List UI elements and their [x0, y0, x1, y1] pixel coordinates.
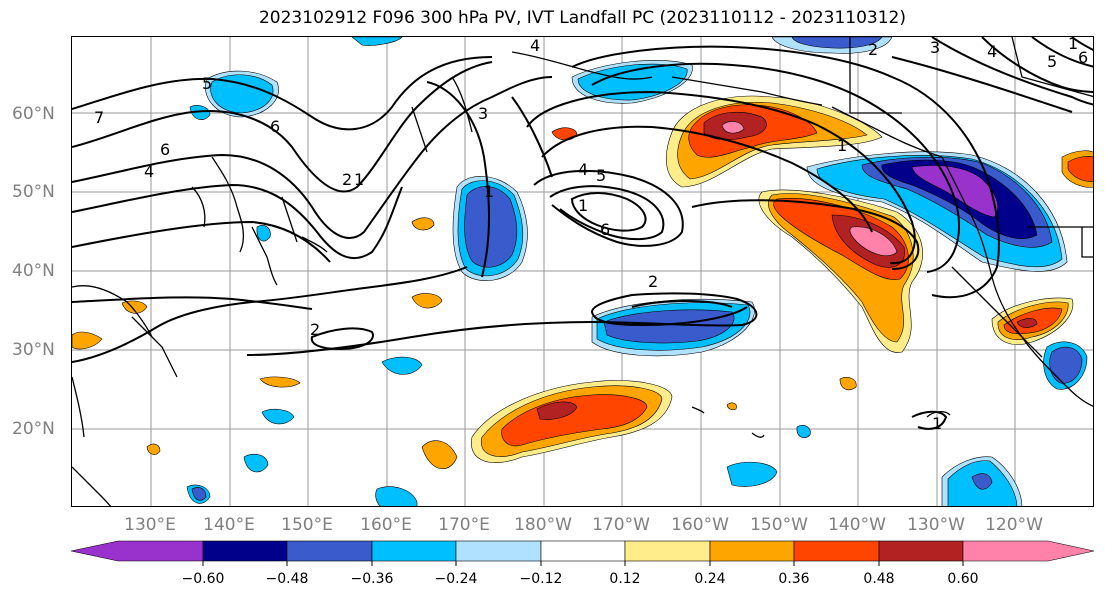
colorbar-tick-label: −0.36	[350, 571, 394, 587]
lat-label-20n: 20°N	[12, 419, 55, 439]
lon-label-170w: 170°W	[592, 515, 650, 535]
lat-label-60n: 60°N	[12, 104, 55, 124]
colorbar-segment	[878, 540, 964, 562]
map-canvas: 7 6 6 4 5 2 1 1 4 3 4 5 1 6 2 2 1 2 3 4 …	[72, 37, 1093, 506]
colorbar-tick-label: −0.60	[181, 571, 225, 587]
colorbar-tick-label: 0.12	[609, 571, 641, 587]
lat-label-30n: 30°N	[12, 340, 55, 360]
lon-label-130w: 130°W	[907, 515, 965, 535]
colorbar-segment	[793, 540, 880, 562]
lon-label-180w: 180°W	[514, 515, 572, 535]
contour-label: 2	[648, 272, 658, 291]
contour-labels: 7 6 6 4 5 2 1 1 4 3 4 5 1 6 2 2 1 2 3 4 …	[94, 37, 1088, 433]
coastlines	[72, 37, 1093, 506]
colorbar-tick-label: 0.60	[947, 571, 979, 587]
contour-label: 1	[578, 196, 588, 215]
lon-label-140e: 140°E	[203, 515, 255, 535]
contour-label: 3	[930, 38, 940, 57]
lon-label-120w: 120°W	[985, 515, 1043, 535]
contour-label: 1	[354, 170, 364, 189]
contour-label: 4	[578, 160, 588, 179]
contour-label: 6	[160, 140, 170, 159]
lon-label-160e: 160°E	[360, 515, 412, 535]
colorbar-segment	[624, 540, 711, 562]
colorbar-tick-label: 0.24	[694, 571, 726, 587]
colorbar-tick-label: 0.36	[778, 571, 810, 587]
lon-label-130e: 130°E	[124, 515, 176, 535]
colorbar-segment	[709, 540, 795, 562]
contour-label: 6	[1078, 48, 1088, 67]
contour-label: 5	[202, 74, 212, 93]
colorbar-segment	[202, 540, 288, 562]
lon-label-160w: 160°W	[671, 515, 729, 535]
colorbar-segment	[540, 540, 626, 562]
contour-label: 2	[342, 170, 352, 189]
colorbar-tick-label: −0.12	[519, 571, 563, 587]
contour-label: 2	[868, 40, 878, 59]
colorbar-tick-label: 0.48	[863, 571, 895, 587]
contour-label: 1	[1068, 37, 1078, 53]
contour-label: 4	[144, 162, 154, 181]
map-title: 2023102912 F096 300 hPa PV, IVT Landfall…	[258, 8, 906, 28]
pv-contours	[72, 37, 1093, 430]
contour-label: 1	[484, 182, 494, 201]
contour-label: 1	[837, 136, 847, 155]
contour-label: 7	[94, 108, 104, 127]
lat-label-40n: 40°N	[12, 261, 55, 281]
lon-label-150e: 150°E	[281, 515, 333, 535]
contour-label: 1	[932, 414, 942, 433]
colorbar-segment	[962, 540, 1095, 562]
contour-label: 5	[596, 166, 606, 185]
contour-label: 6	[600, 220, 610, 239]
contour-label: 5	[1047, 52, 1057, 71]
lat-label-50n: 50°N	[12, 182, 55, 202]
contour-label: 4	[987, 42, 997, 61]
colorbar-tick-label: −0.48	[265, 571, 309, 587]
colorbar-segment	[70, 540, 204, 562]
lon-label-140w: 140°W	[828, 515, 886, 535]
contour-label: 4	[530, 37, 540, 55]
colorbar-segment	[286, 540, 373, 562]
map-panel[interactable]: 7 6 6 4 5 2 1 1 4 3 4 5 1 6 2 2 1 2 3 4 …	[71, 36, 1094, 507]
lon-label-150w: 150°W	[750, 515, 808, 535]
colorbar-segment	[455, 540, 542, 562]
contour-label: 2	[310, 320, 320, 339]
lon-label-170e: 170°E	[438, 515, 490, 535]
contour-label: 3	[478, 104, 488, 123]
colorbar-tick-label: −0.24	[434, 571, 478, 587]
colorbar-segment	[371, 540, 457, 562]
contour-label: 6	[270, 117, 280, 136]
